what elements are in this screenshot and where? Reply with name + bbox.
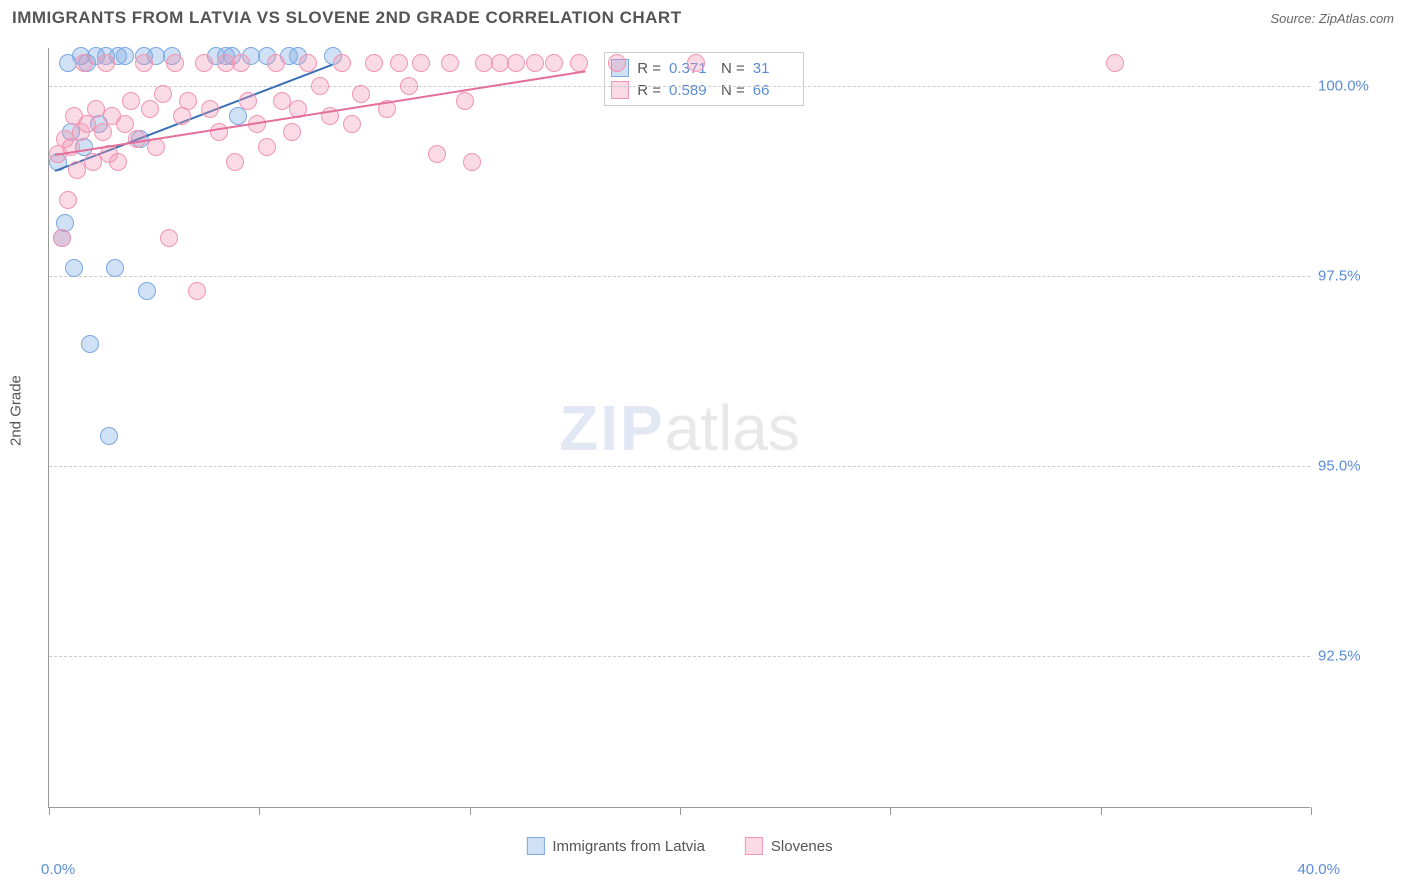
scatter-point — [400, 77, 418, 95]
x-tick — [890, 807, 891, 815]
scatter-point — [687, 54, 705, 72]
scatter-point — [226, 153, 244, 171]
scatter-point — [59, 191, 77, 209]
scatter-point — [106, 259, 124, 277]
scatter-point — [166, 54, 184, 72]
y-tick-label: 95.0% — [1318, 458, 1388, 475]
watermark-part1: ZIP — [559, 392, 665, 464]
legend-swatch — [526, 837, 544, 855]
x-tick — [1311, 807, 1312, 815]
scatter-point — [138, 282, 156, 300]
scatter-point — [232, 54, 250, 72]
x-axis-min-label: 0.0% — [41, 861, 75, 878]
x-tick — [259, 807, 260, 815]
legend-item: Immigrants from Latvia — [526, 837, 705, 855]
scatter-point — [258, 138, 276, 156]
r-label: R = — [637, 82, 661, 99]
scatter-point — [201, 100, 219, 118]
n-label: N = — [721, 82, 745, 99]
scatter-chart: ZIPatlas R =0.371N =31R =0.589N =66 Immi… — [48, 48, 1310, 808]
scatter-point — [608, 54, 626, 72]
scatter-point — [81, 335, 99, 353]
scatter-point — [463, 153, 481, 171]
y-tick-label: 97.5% — [1318, 268, 1388, 285]
x-axis-max-label: 40.0% — [1297, 861, 1340, 878]
n-label: N = — [721, 60, 745, 77]
scatter-point — [97, 54, 115, 72]
scatter-point — [188, 282, 206, 300]
scatter-point — [456, 92, 474, 110]
scatter-point — [570, 54, 588, 72]
scatter-point — [267, 54, 285, 72]
scatter-point — [343, 115, 361, 133]
series-swatch — [611, 81, 629, 99]
scatter-point — [507, 54, 525, 72]
n-value: 66 — [753, 82, 797, 99]
scatter-point — [299, 54, 317, 72]
gridline-horizontal — [49, 466, 1310, 467]
y-tick-label: 100.0% — [1318, 78, 1388, 95]
watermark: ZIPatlas — [559, 391, 800, 465]
scatter-point — [141, 100, 159, 118]
scatter-point — [390, 54, 408, 72]
scatter-point — [412, 54, 430, 72]
scatter-point — [116, 115, 134, 133]
scatter-point — [109, 153, 127, 171]
scatter-point — [526, 54, 544, 72]
scatter-point — [1106, 54, 1124, 72]
x-tick — [680, 807, 681, 815]
scatter-point — [239, 92, 257, 110]
scatter-point — [352, 85, 370, 103]
n-value: 31 — [753, 60, 797, 77]
scatter-point — [365, 54, 383, 72]
scatter-point — [122, 92, 140, 110]
scatter-point — [210, 123, 228, 141]
source-attribution: Source: ZipAtlas.com — [1270, 11, 1394, 26]
gridline-horizontal — [49, 86, 1310, 87]
r-value: 0.589 — [669, 82, 713, 99]
scatter-point — [545, 54, 563, 72]
scatter-point — [154, 85, 172, 103]
gridline-horizontal — [49, 276, 1310, 277]
scatter-point — [333, 54, 351, 72]
scatter-point — [116, 47, 134, 65]
legend-swatch — [745, 837, 763, 855]
chart-title: IMMIGRANTS FROM LATVIA VS SLOVENE 2ND GR… — [12, 8, 682, 28]
y-axis-title: 2nd Grade — [8, 375, 25, 446]
scatter-point — [441, 54, 459, 72]
r-label: R = — [637, 60, 661, 77]
scatter-point — [75, 54, 93, 72]
y-tick-label: 92.5% — [1318, 648, 1388, 665]
legend-item: Slovenes — [745, 837, 833, 855]
scatter-point — [179, 92, 197, 110]
scatter-point — [160, 229, 178, 247]
scatter-point — [428, 145, 446, 163]
stats-row: R = 0.589 N = 66 — [611, 79, 797, 101]
scatter-point — [195, 54, 213, 72]
scatter-point — [283, 123, 301, 141]
scatter-point — [94, 123, 112, 141]
x-tick — [470, 807, 471, 815]
scatter-point — [53, 229, 71, 247]
scatter-point — [135, 54, 153, 72]
scatter-point — [229, 107, 247, 125]
chart-header: IMMIGRANTS FROM LATVIA VS SLOVENE 2ND GR… — [0, 0, 1406, 32]
legend-label: Immigrants from Latvia — [552, 838, 705, 855]
x-tick — [1101, 807, 1102, 815]
scatter-point — [100, 427, 118, 445]
scatter-point — [65, 259, 83, 277]
gridline-horizontal — [49, 656, 1310, 657]
series-legend: Immigrants from Latvia Slovenes — [526, 837, 832, 855]
watermark-part2: atlas — [665, 392, 800, 464]
scatter-point — [311, 77, 329, 95]
legend-label: Slovenes — [771, 838, 833, 855]
x-tick — [49, 807, 50, 815]
